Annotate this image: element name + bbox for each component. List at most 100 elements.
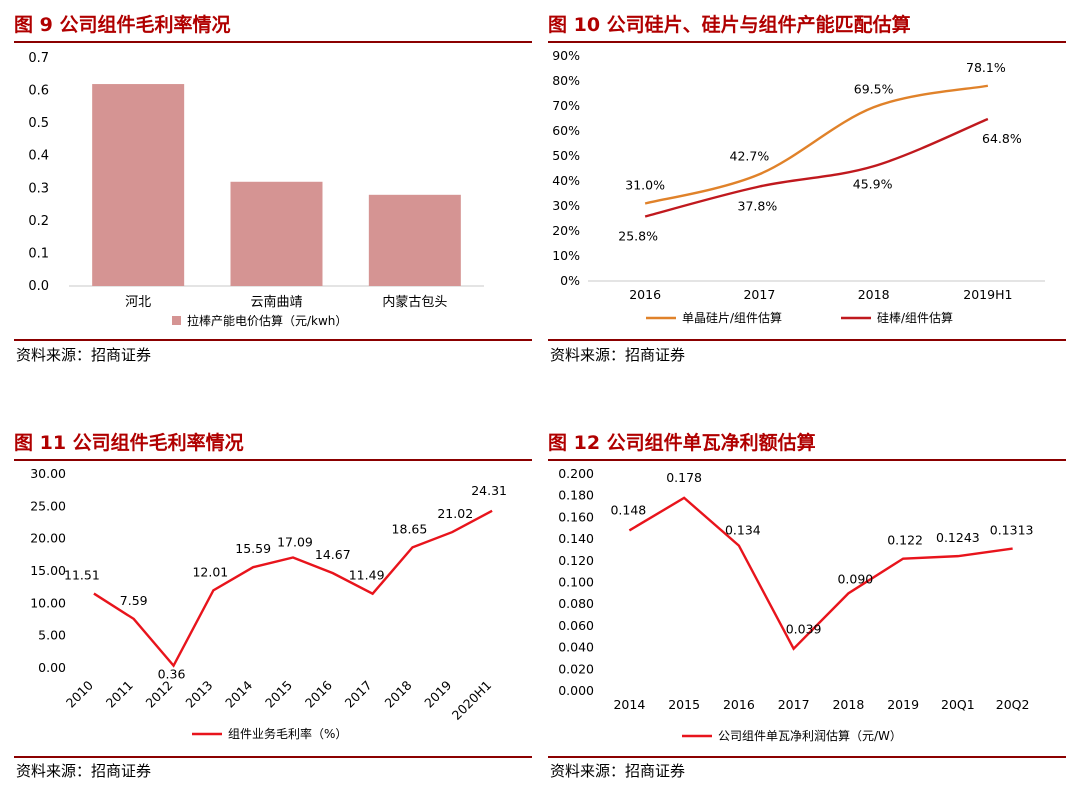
x-tick-label: 2015 xyxy=(668,697,700,712)
legend-label: 组件业务毛利率（%） xyxy=(228,726,347,741)
data-label: 0.1313 xyxy=(990,523,1034,538)
y-tick-label: 0.180 xyxy=(558,488,594,503)
legend-label: 硅棒/组件估算 xyxy=(877,310,953,325)
data-label: 0.122 xyxy=(887,533,923,548)
series-line xyxy=(644,117,989,218)
source-divider xyxy=(14,339,532,341)
x-tick-label: 2017 xyxy=(778,697,810,712)
x-tick-label: 2016 xyxy=(629,287,661,302)
y-tick-label: 0.3 xyxy=(28,181,49,196)
data-label: 64.8% xyxy=(982,131,1022,146)
data-label: 11.49 xyxy=(349,568,385,583)
figure-title: 图 9 公司组件毛利率情况 xyxy=(14,14,231,36)
data-label: 0.148 xyxy=(610,502,646,517)
y-tick-label: 60% xyxy=(552,123,580,138)
data-label: 0.36 xyxy=(158,667,186,682)
y-tick-label: 40% xyxy=(552,173,580,188)
x-tick-label: 2014 xyxy=(613,697,645,712)
x-tick-label: 2011 xyxy=(103,678,136,711)
y-tick-label: 0.00 xyxy=(38,660,66,675)
figure-11-panel: 图 11 公司组件毛利率情况 0.00 5.00 10.00 15.00 20.00 25… xyxy=(14,428,532,784)
y-tick-label: 80% xyxy=(552,73,580,88)
y-tick-label: 30.00 xyxy=(30,466,66,481)
data-label: 11.51 xyxy=(64,568,100,583)
x-tick-label: 2018 xyxy=(858,287,890,302)
y-tick-label: 0.4 xyxy=(28,149,49,164)
y-tick-label: 0.0 xyxy=(28,279,49,294)
y-tick-label: 0.200 xyxy=(558,466,594,481)
data-label: 7.59 xyxy=(120,593,148,608)
y-tick-label: 0.040 xyxy=(558,640,594,655)
y-tick-label: 70% xyxy=(552,98,580,113)
x-tick-label: 河北 xyxy=(125,295,151,310)
legend-label: 公司组件单瓦净利润估算（元/W） xyxy=(718,728,902,743)
y-tick-label: 20.00 xyxy=(30,531,66,546)
data-label: 69.5% xyxy=(854,81,894,96)
x-tick-label: 2018 xyxy=(832,697,864,712)
source-divider xyxy=(548,756,1066,758)
x-tick-label: 2020H1 xyxy=(449,678,494,723)
x-tick-label: 2015 xyxy=(262,678,295,711)
series-line xyxy=(628,496,1013,651)
y-tick-label: 0.120 xyxy=(558,553,594,568)
x-tick-label: 2014 xyxy=(222,677,255,710)
y-tick-label: 0.020 xyxy=(558,661,594,676)
y-tick-label: 0.160 xyxy=(558,509,594,524)
data-label: 25.8% xyxy=(618,229,658,244)
x-tick-label: 2017 xyxy=(743,287,775,302)
x-tick-label: 2017 xyxy=(342,678,375,711)
title-divider xyxy=(548,459,1066,461)
bar-chart: 0.0 0.1 0.2 0.3 0.4 0.5 0.6 0.7 河北 云南曲靖 内蒙古包头拉棒产能电… xyxy=(28,51,484,328)
data-label: 0.090 xyxy=(837,571,873,586)
figure-title: 图 10 公司硅片、硅片与组件产能匹配估算 xyxy=(548,14,911,36)
data-label: 0.039 xyxy=(786,622,822,637)
line-chart: 0% 10% 20% 30% 40% 50% 60% 70% 80% 90% 2016 2017 201… xyxy=(552,48,1045,325)
x-tick-label: 2018 xyxy=(381,677,414,710)
legend-label: 单晶硅片/组件估算 xyxy=(682,310,782,325)
data-label: 42.7% xyxy=(730,148,770,163)
bar xyxy=(368,194,461,286)
data-label: 15.59 xyxy=(235,541,271,556)
y-tick-label: 0.080 xyxy=(558,596,594,611)
x-tick-label: 20Q1 xyxy=(941,697,975,712)
series-line xyxy=(93,509,493,668)
y-tick-label: 0.140 xyxy=(558,531,594,546)
y-tick-label: 0.6 xyxy=(28,84,49,99)
y-tick-label: 0.100 xyxy=(558,575,594,590)
data-label: 0.134 xyxy=(725,523,761,538)
y-tick-label: 0.000 xyxy=(558,683,594,698)
data-label: 24.31 xyxy=(471,483,507,498)
data-label: 37.8% xyxy=(738,199,778,214)
y-tick-label: 25.00 xyxy=(30,498,66,513)
y-tick-label: 5.00 xyxy=(38,628,66,643)
y-tick-label: 90% xyxy=(552,48,580,63)
y-tick-label: 20% xyxy=(552,223,580,238)
series-line xyxy=(644,84,989,205)
x-tick-label: 2012 xyxy=(143,678,176,711)
y-tick-label: 10% xyxy=(552,248,580,263)
bar xyxy=(230,181,323,286)
data-label: 31.0% xyxy=(625,178,665,193)
source-note: 资料来源：招商证券 xyxy=(16,762,152,780)
bar xyxy=(92,84,185,286)
x-tick-label: 2019 xyxy=(887,697,919,712)
y-tick-label: 0.7 xyxy=(28,51,49,66)
y-tick-label: 0% xyxy=(560,273,580,288)
legend-swatch xyxy=(172,316,181,325)
source-divider xyxy=(14,756,532,758)
y-tick-label: 0.5 xyxy=(28,116,49,131)
x-tick-label: 2016 xyxy=(723,697,755,712)
y-tick-label: 0.1 xyxy=(28,246,49,261)
x-tick-label: 2019H1 xyxy=(963,287,1012,302)
data-label: 18.65 xyxy=(392,521,428,536)
x-tick-label: 2013 xyxy=(182,678,215,711)
data-label: 17.09 xyxy=(277,534,313,549)
x-tick-label: 2019 xyxy=(421,677,454,710)
figure-12-panel: 图 12 公司组件单瓦净利额估算 0.000 0.020 0.040 0.060 0.0… xyxy=(548,428,1066,784)
line-chart: 0.000 0.020 0.040 0.060 0.080 0.100 0.120 0.140… xyxy=(558,466,1034,743)
data-label: 45.9% xyxy=(853,176,893,191)
figure-9-panel: 图 9 公司组件毛利率情况 0.0 0.1 0.2 0.3 0.4 0.5 0.6 0.7 河北… xyxy=(14,10,532,380)
y-tick-label: 15.00 xyxy=(30,563,66,578)
data-label: 0.178 xyxy=(666,470,702,485)
